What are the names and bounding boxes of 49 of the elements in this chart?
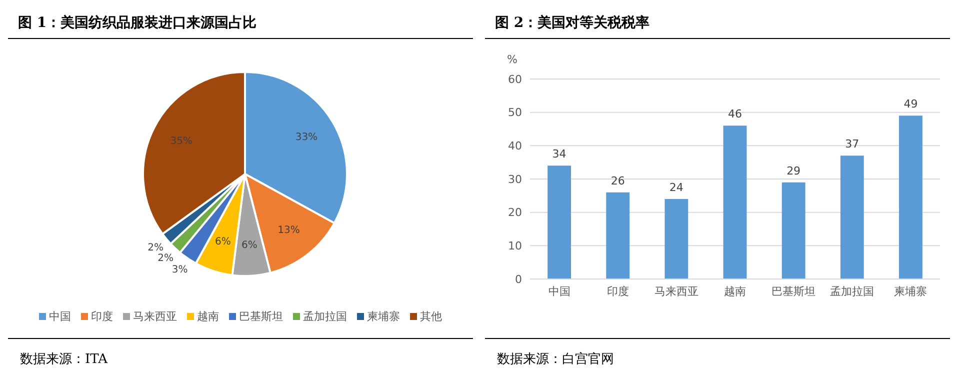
y-tick-label: 0: [515, 272, 522, 286]
x-tick-label: 孟加拉国: [830, 284, 874, 298]
x-tick-label: 中国: [548, 284, 570, 298]
data-label: 2%: [148, 242, 164, 254]
bar: [899, 116, 922, 279]
y-tick-label: 50: [508, 106, 522, 120]
bar: [723, 126, 747, 279]
data-label: 34: [552, 148, 566, 161]
data-label: 33%: [295, 132, 318, 144]
y-tick-label: 30: [508, 172, 522, 186]
bar: [840, 156, 864, 279]
source-note: 数据来源：白宫官网: [497, 351, 614, 368]
legend-label: 中国: [48, 309, 71, 324]
x-tick-label: 巴基斯坦: [772, 284, 816, 298]
legend-label: 巴基斯坦: [238, 309, 283, 324]
data-label: 26: [610, 174, 625, 188]
y-tick-label: 40: [508, 140, 522, 153]
data-label: 6%: [215, 236, 231, 248]
bar: [548, 166, 571, 279]
chart-title: 图 2：美国对等关税税率: [485, 8, 950, 39]
x-tick-label: 柬埔寨: [894, 284, 928, 298]
bar: [664, 199, 688, 279]
data-label: 2%: [158, 253, 174, 264]
legend-label: 其他: [419, 309, 442, 324]
data-label: 49: [904, 98, 918, 111]
legend-label: 印度: [90, 309, 113, 324]
bar: [606, 192, 630, 279]
data-label: 29: [786, 164, 801, 178]
y-tick-label: 20: [508, 206, 522, 220]
source-note: 数据来源：ITA: [20, 351, 108, 368]
bar: [782, 182, 806, 279]
x-tick-label: 马来西亚: [654, 284, 698, 298]
data-label: 37: [845, 138, 860, 151]
x-tick-label: 印度: [606, 284, 629, 298]
legend-label: 越南: [196, 309, 219, 324]
data-label: 13%: [278, 224, 300, 236]
data-label: 3%: [172, 264, 188, 276]
data-label: 35%: [170, 136, 192, 148]
y-tick-label: 10: [508, 240, 522, 253]
legend-label: 孟加拉国: [302, 309, 347, 324]
legend-label: 马来西亚: [132, 309, 177, 324]
x-tick-label: 越南: [724, 284, 746, 298]
data-label: 24: [669, 181, 684, 194]
data-label: 6%: [242, 240, 258, 251]
chart-title: 图 1：美国纺织品服装进口来源国占比: [8, 8, 473, 39]
y-tick-label: 60: [508, 72, 522, 86]
legend-label: 柬埔寨: [366, 309, 400, 324]
y-axis-title: %: [507, 53, 518, 66]
data-label: 46: [728, 108, 742, 121]
